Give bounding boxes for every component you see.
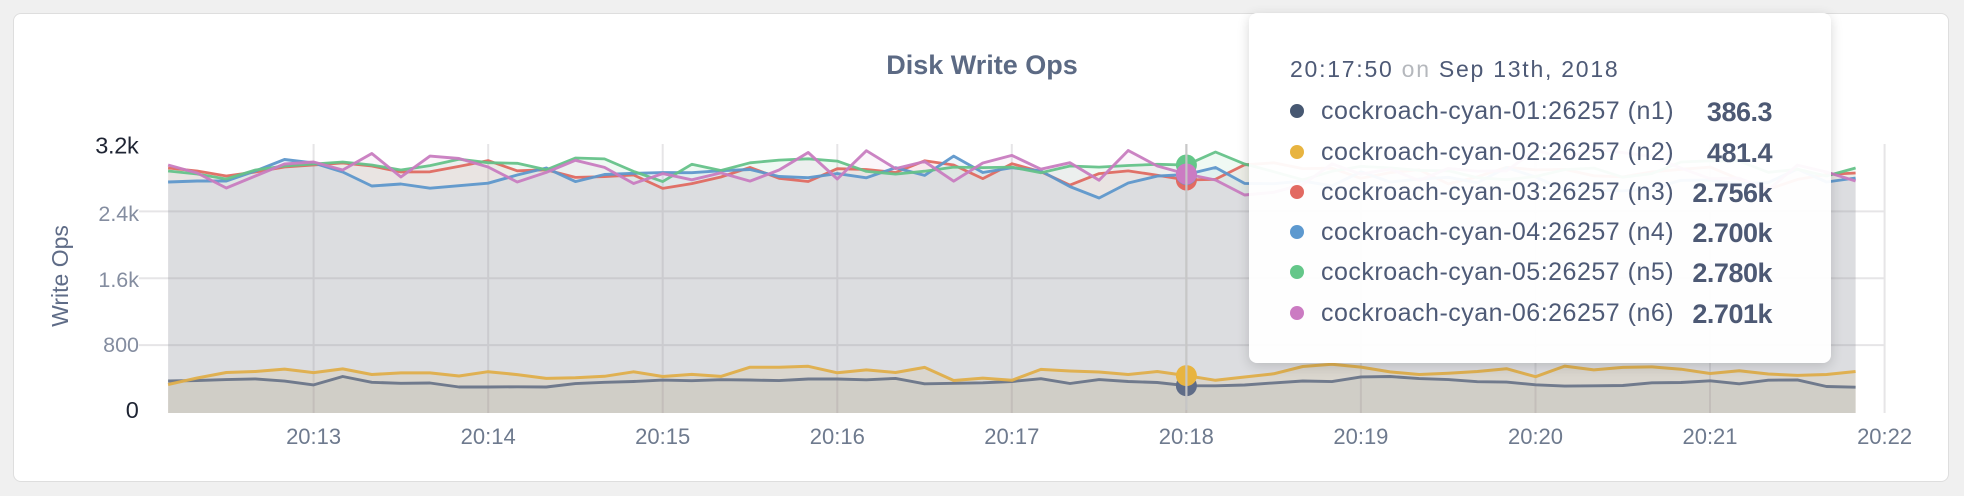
svg-text:20:17: 20:17 [984,424,1039,449]
svg-text:3.2k: 3.2k [95,133,139,159]
svg-text:20:16: 20:16 [810,424,865,449]
svg-text:20:20: 20:20 [1508,424,1563,449]
svg-text:Write Ops: Write Ops [47,225,73,327]
svg-text:2.4k: 2.4k [98,202,139,226]
svg-text:800: 800 [103,333,139,357]
svg-text:20:13: 20:13 [286,424,341,449]
svg-text:20:15: 20:15 [635,424,690,449]
svg-text:1.6k: 1.6k [98,268,139,292]
svg-text:20:14: 20:14 [461,424,516,449]
svg-text:20:21: 20:21 [1682,424,1737,449]
svg-text:20:18: 20:18 [1159,424,1214,449]
svg-text:0: 0 [126,397,139,423]
svg-text:20:22: 20:22 [1857,424,1912,449]
svg-text:20:19: 20:19 [1333,424,1388,449]
